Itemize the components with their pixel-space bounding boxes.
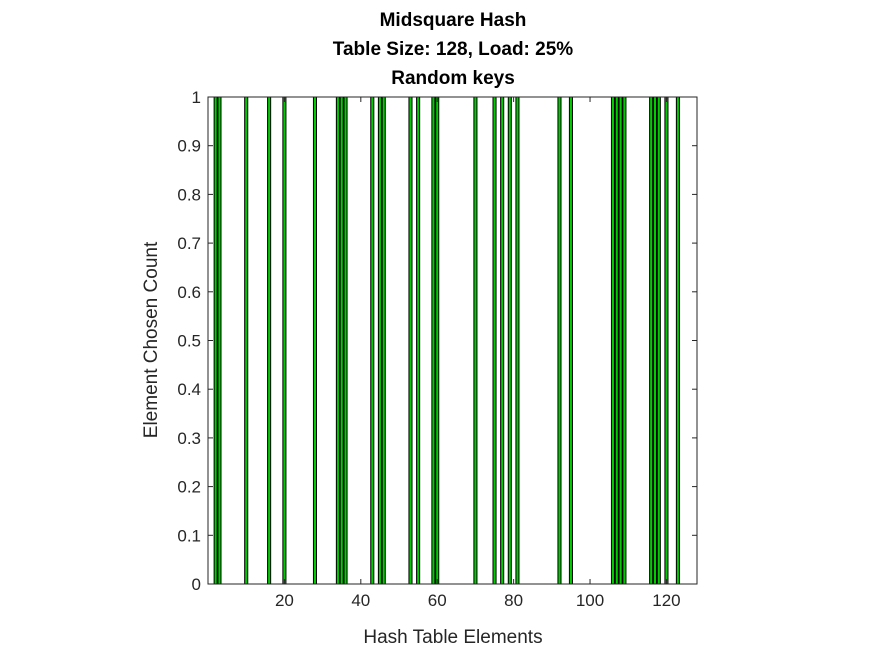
bar xyxy=(675,96,680,585)
y-tick-label: 0.1 xyxy=(177,526,201,545)
bar xyxy=(515,96,520,585)
x-tick-label: 80 xyxy=(504,591,523,610)
y-tick-label: 0.2 xyxy=(177,478,201,497)
y-tick-label: 0.4 xyxy=(177,380,201,399)
bar xyxy=(416,96,421,585)
bar xyxy=(339,96,344,585)
bar xyxy=(507,96,512,585)
bar xyxy=(282,96,287,585)
y-tick-label: 0.5 xyxy=(177,332,201,351)
y-tick-label: 0.3 xyxy=(177,429,201,448)
bar xyxy=(377,96,382,585)
bar xyxy=(557,96,562,585)
bar xyxy=(408,96,413,585)
bar xyxy=(473,96,478,585)
bar xyxy=(213,96,218,585)
bar xyxy=(622,96,627,585)
y-tick-label: 1 xyxy=(192,88,201,107)
bar xyxy=(435,96,440,585)
bar xyxy=(492,96,497,585)
bar xyxy=(664,96,669,585)
bar xyxy=(267,96,272,585)
y-axis-label: Element Chosen Count xyxy=(141,241,162,438)
x-tick-label: 100 xyxy=(576,591,604,610)
chart-title: Midsquare Hash Table Size: 128, Load: 25… xyxy=(333,10,574,89)
bar xyxy=(618,96,623,585)
bar xyxy=(217,96,222,585)
x-tick-label: 40 xyxy=(351,591,370,610)
x-axis-label: Hash Table Elements xyxy=(363,627,542,648)
bar xyxy=(335,96,340,585)
bar xyxy=(652,96,658,585)
bar xyxy=(343,96,348,585)
x-tick-label: 20 xyxy=(275,591,294,610)
x-tick-label: 60 xyxy=(428,591,447,610)
y-tick-label: 0.6 xyxy=(177,283,201,302)
bar xyxy=(610,96,615,585)
bar xyxy=(370,96,375,585)
chart-title-line-3: Random keys xyxy=(391,68,515,89)
bar xyxy=(649,96,654,585)
x-tick-label: 120 xyxy=(652,591,680,610)
bar xyxy=(656,96,661,585)
bar xyxy=(500,96,505,585)
chart-title-line-2: Table Size: 128, Load: 25% xyxy=(333,39,574,60)
y-tick-label: 0 xyxy=(192,575,201,594)
bar xyxy=(244,96,249,585)
bar xyxy=(568,96,573,585)
chart-title-line-1: Midsquare Hash xyxy=(380,10,527,31)
bar xyxy=(312,96,317,585)
y-tick-label: 0.7 xyxy=(177,234,201,253)
bar xyxy=(431,96,436,585)
y-tick-label: 0.8 xyxy=(177,185,201,204)
y-tick-label: 0.9 xyxy=(177,137,201,156)
bar xyxy=(381,96,386,585)
axes: 20 40 60 80 100 120 0 0.1 0.2 0.3 0.4 0.5 0.6 0.7 0.8 0… xyxy=(177,88,698,610)
bar xyxy=(614,96,619,585)
